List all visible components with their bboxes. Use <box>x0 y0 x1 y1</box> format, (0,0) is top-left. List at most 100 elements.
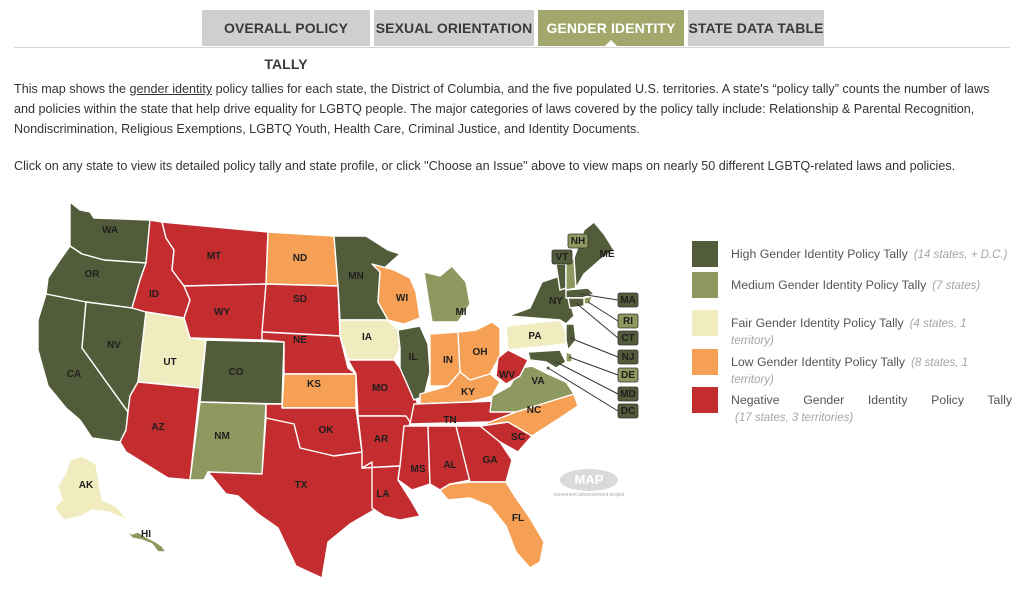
state-wi[interactable] <box>371 263 421 325</box>
state-label-pa: PA <box>528 331 541 342</box>
callout-box-ma[interactable] <box>617 292 639 308</box>
issue-tabs: OVERALL POLICY TALLY SEXUAL ORIENTATION … <box>0 10 1024 72</box>
callout-box-md[interactable] <box>617 386 639 402</box>
state-label-mo: MO <box>372 383 388 394</box>
state-label-tx: TX <box>295 480 308 491</box>
state-label-ct: CT <box>621 333 634 344</box>
legend-label-high: High Gender Identity Policy Tally (14 sta… <box>731 247 1008 261</box>
legend-label-fair: Fair Gender Identity Policy Tally (4 stat… <box>731 316 967 347</box>
state-label-wa: WA <box>102 225 118 236</box>
state-tx[interactable] <box>207 417 375 579</box>
state-az[interactable] <box>119 381 201 481</box>
state-label-dc: DC <box>621 406 635 417</box>
state-sd[interactable] <box>261 283 341 337</box>
callout-line-ri <box>587 301 619 322</box>
state-label-ga: GA <box>483 455 498 466</box>
legend-swatch-high <box>692 241 718 267</box>
legend-swatch-low <box>692 349 718 375</box>
legend-label-negative: Negative Gender Identity Policy Tally <box>731 393 1012 407</box>
tab-overall-policy-tally[interactable]: OVERALL POLICY TALLY <box>202 10 370 72</box>
legend-count-high: (14 states, + D.C.) <box>913 249 1008 261</box>
state-label-al: AL <box>443 460 456 471</box>
state-label-me: ME <box>600 249 615 260</box>
state-label-or: OR <box>85 269 101 280</box>
tab-divider <box>14 47 1010 48</box>
legend-count-fair: (4 states, 1 territory) <box>731 318 967 347</box>
intro-text-rest: policy tallies for each state, the Distr… <box>14 82 990 136</box>
state-label-ny: NY <box>549 296 563 307</box>
state-label-ks: KS <box>307 379 321 390</box>
legend-count-negative: (17 states, 3 territories) <box>735 412 854 424</box>
state-ia[interactable] <box>339 319 401 361</box>
us-policy-map: WA OR CA NV ID MT WY UT AZ CO NM ND SD NE KS OK TX MN IA MO… <box>37 201 639 579</box>
callout-line-ct <box>575 302 619 339</box>
legend-label-medium: Medium Gender Identity Policy Tally (7 st… <box>731 278 981 292</box>
state-label-in: IN <box>443 355 453 366</box>
state-ms[interactable] <box>397 425 431 491</box>
state-label-la: LA <box>376 489 389 500</box>
state-label-nm: NM <box>214 431 230 442</box>
legend-label-low: Low Gender Identity Policy Tally (8 state… <box>731 355 968 386</box>
state-label-wi: WI <box>396 293 408 304</box>
state-wv[interactable] <box>495 349 529 385</box>
state-label-vt: VT <box>556 252 569 263</box>
state-label-ok: OK <box>319 425 335 436</box>
tab-gender-identity[interactable]: GENDER IDENTITY <box>538 10 684 47</box>
callout-line-nj <box>569 337 619 358</box>
state-ri[interactable] <box>583 295 593 305</box>
state-mi[interactable] <box>423 265 471 323</box>
state-shapes <box>37 201 615 579</box>
state-label-ut: UT <box>163 357 176 368</box>
state-label-ak: AK <box>79 480 94 491</box>
state-hi[interactable] <box>125 529 167 553</box>
legend-count-medium: (7 states) <box>932 280 981 292</box>
callout-line-md <box>555 361 619 395</box>
state-label-oh: OH <box>473 347 488 358</box>
state-label-nd: ND <box>293 253 307 264</box>
state-label-mt: MT <box>207 251 221 262</box>
intro-paragraph-1: This map shows the gender identity polic… <box>14 79 1010 139</box>
callout-box-nh[interactable] <box>567 233 589 249</box>
state-label-ia: IA <box>362 332 372 343</box>
state-label-id: ID <box>149 289 159 300</box>
state-ak[interactable] <box>53 455 129 521</box>
state-md[interactable] <box>527 349 567 369</box>
state-label-nv: NV <box>107 340 121 351</box>
gender-identity-link[interactable]: gender identity <box>129 82 213 96</box>
state-callouts <box>547 233 639 419</box>
callout-box-ct[interactable] <box>617 330 639 346</box>
state-label-sd: SD <box>293 294 307 305</box>
state-label-nh: NH <box>571 236 585 247</box>
state-nj[interactable] <box>565 323 577 351</box>
callout-box-ri[interactable] <box>617 313 639 329</box>
state-label-az: AZ <box>151 422 164 433</box>
state-label-sc: SC <box>511 432 525 443</box>
state-label-wv: WV <box>499 370 515 381</box>
state-labels: WA OR CA NV ID MT WY UT AZ CO NM ND SD NE KS OK TX MN IA MO… <box>67 225 636 540</box>
tab-state-data-table[interactable]: STATE DATA TABLE <box>688 10 824 46</box>
callout-line-de <box>568 356 619 376</box>
state-label-ms: MS <box>411 464 426 475</box>
state-label-ma: MA <box>620 295 636 306</box>
state-label-mi: MI <box>455 307 466 318</box>
intro-paragraph-2: Click on any state to view its detailed … <box>14 159 956 173</box>
state-label-ri: RI <box>623 316 633 327</box>
state-label-nc: NC <box>527 405 541 416</box>
state-fl[interactable] <box>439 481 545 569</box>
callout-box-vt[interactable] <box>551 249 573 265</box>
watermark-logo: MAP <box>575 472 604 487</box>
tab-sexual-orientation[interactable]: SEXUAL ORIENTATION <box>374 10 534 46</box>
state-label-ca: CA <box>67 369 81 380</box>
callout-box-nj[interactable] <box>617 349 639 365</box>
state-label-hi: HI <box>141 529 151 540</box>
state-label-tn: TN <box>443 415 456 426</box>
map-watermark: MAP movement advancement project <box>553 469 625 498</box>
intro-text: This map shows the gender identity polic… <box>14 79 1010 176</box>
state-label-va: VA <box>531 376 544 387</box>
legend-swatch-fair <box>692 310 718 336</box>
callout-box-de[interactable] <box>617 367 639 383</box>
legend-count-low: (8 states, 1 territory) <box>731 357 968 386</box>
state-label-nj: NJ <box>622 352 635 363</box>
callout-line-dc <box>547 367 619 412</box>
callout-box-dc[interactable] <box>617 403 639 419</box>
